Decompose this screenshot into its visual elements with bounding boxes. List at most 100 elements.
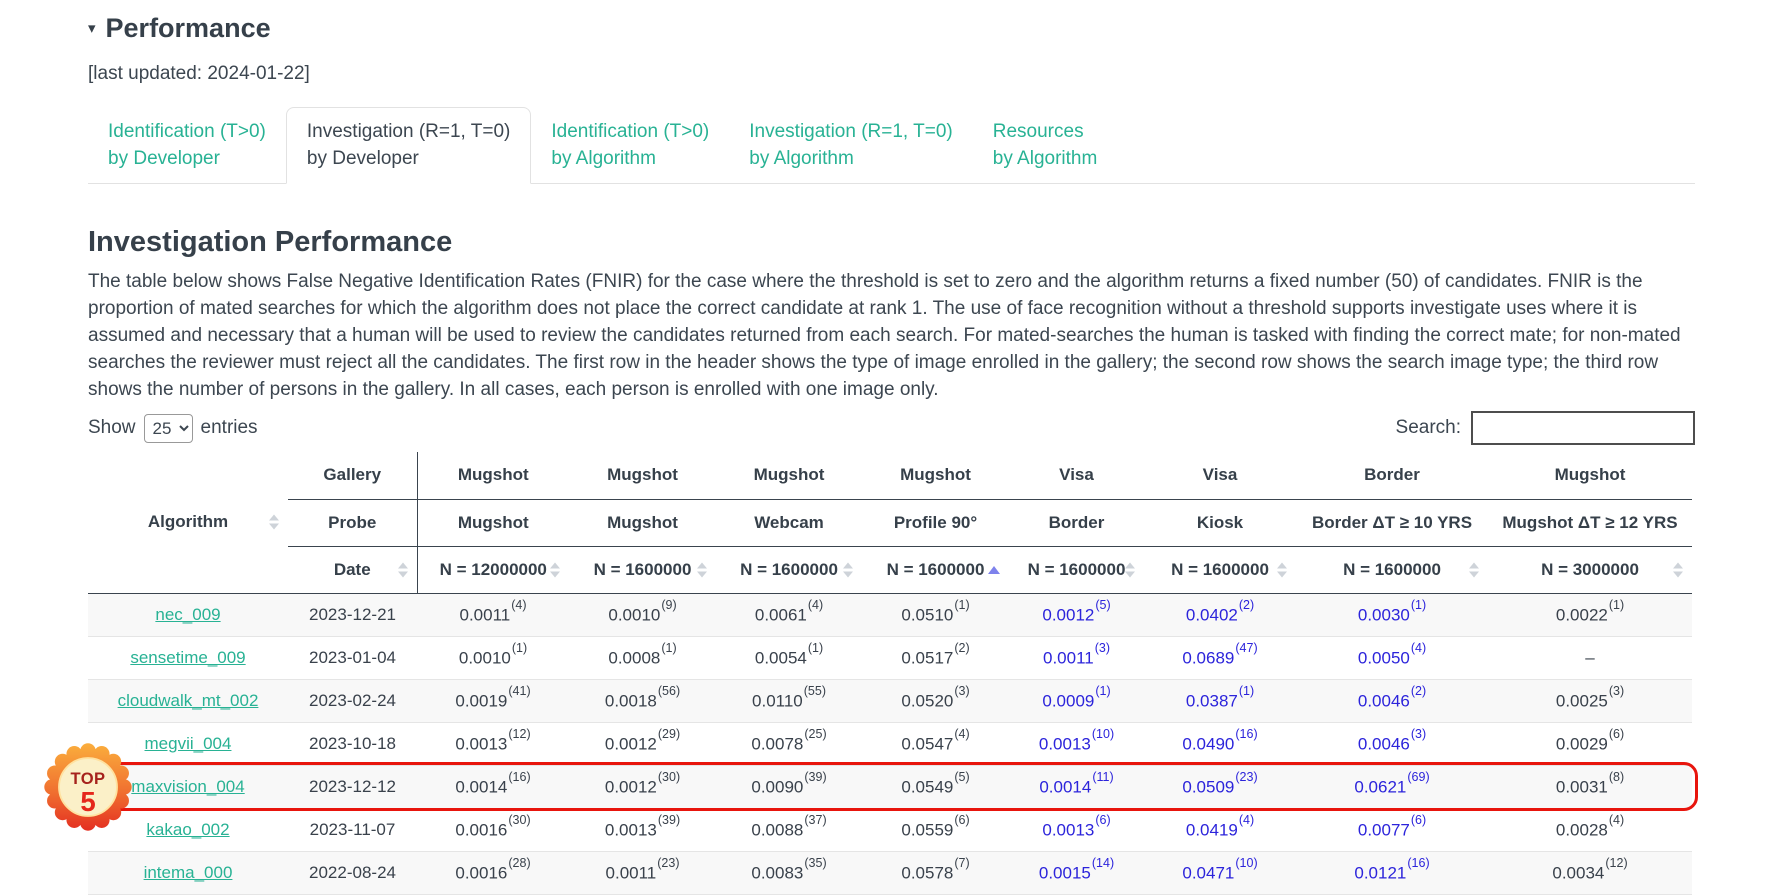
fnir-rank: (4) <box>511 598 527 613</box>
fnir-link-cell[interactable]: 0.0121(16) <box>1296 851 1488 895</box>
fnir-value: 0.0621 <box>1354 777 1407 797</box>
column-header-n-5[interactable]: N = 1600000 <box>1144 546 1296 594</box>
fnir-cell: 0.0016(30) <box>417 808 569 852</box>
algorithm-link[interactable]: kakao_002 <box>146 819 230 839</box>
fnir-link-cell[interactable]: 0.0046(3) <box>1296 722 1488 766</box>
fnir-link-cell[interactable]: 0.0015(14) <box>1009 851 1144 895</box>
fnir-cell: 0.0022(1) <box>1488 593 1692 637</box>
fnir-link-cell[interactable]: 0.0030(1) <box>1296 593 1488 637</box>
collapse-caret-icon[interactable]: ▾ <box>88 20 96 37</box>
sort-icon[interactable] <box>843 562 853 577</box>
fnir-link-cell[interactable]: 0.0509(23) <box>1144 765 1296 809</box>
fnir-link-cell[interactable]: 0.0077(6) <box>1296 808 1488 852</box>
fnir-link-cell[interactable]: 0.0689(47) <box>1144 636 1296 680</box>
fnir-rank: (56) <box>657 684 681 699</box>
tab-resources-by-algorithm[interactable]: Resources by Algorithm <box>973 108 1118 183</box>
column-header-n-0[interactable]: N = 12000000 <box>417 546 569 594</box>
sort-icon[interactable] <box>397 562 408 577</box>
algorithm-link[interactable]: cloudwalk_mt_002 <box>117 690 259 710</box>
column-header-n-2[interactable]: N = 1600000 <box>716 546 862 594</box>
fnir-rank: (1) <box>1410 598 1427 613</box>
sort-icon[interactable] <box>550 562 560 577</box>
fnir-rank: (14) <box>1091 856 1115 871</box>
date-cell: 2023-02-24 <box>288 679 417 723</box>
fnir-value: 0.0014 <box>455 777 508 797</box>
fnir-value: 0.0510 <box>901 605 954 625</box>
last-updated-text: [last updated: 2024-01-22] <box>88 63 310 84</box>
fnir-link-cell[interactable]: 0.0011(3) <box>1009 636 1144 680</box>
column-header-algorithm[interactable]: Algorithm <box>88 452 288 594</box>
algorithm-link[interactable]: megvii_004 <box>144 733 232 753</box>
column-header-n-6[interactable]: N = 1600000 <box>1296 546 1488 594</box>
fnir-link-cell[interactable]: 0.0402(2) <box>1144 593 1296 637</box>
column-header-n-3[interactable]: N = 1600000 <box>862 546 1009 594</box>
fnir-value: 0.0509 <box>1182 777 1235 797</box>
column-header-n-4[interactable]: N = 1600000 <box>1009 546 1144 594</box>
sort-icon[interactable] <box>269 514 279 530</box>
fnir-rank: (23) <box>1235 770 1258 785</box>
fnir-link-cell[interactable]: 0.0419(4) <box>1144 808 1296 852</box>
fnir-rank: (2) <box>1410 684 1427 699</box>
fnir-link-cell[interactable]: 0.0013(6) <box>1009 808 1144 852</box>
page-title: Performance <box>105 12 271 43</box>
fnir-value: 0.0019 <box>455 691 508 711</box>
sort-icon[interactable] <box>1125 562 1135 577</box>
fnir-link-cell[interactable]: 0.0621(69) <box>1296 765 1488 809</box>
fnir-cell: 0.0025(3) <box>1488 679 1692 723</box>
fnir-value: 0.0011 <box>1042 648 1094 668</box>
fnir-link-cell[interactable]: 0.0471(10) <box>1144 851 1296 895</box>
sort-ascending-icon[interactable] <box>988 565 1000 574</box>
table-section-title: Investigation Performance <box>88 226 453 258</box>
table-row: nec_009 2023-12-21 0.0011(4) 0.0010(9) 0.006… <box>88 593 1692 637</box>
column-header-probe-0: Mugshot <box>417 499 569 547</box>
fnir-value: 0.0013 <box>1038 734 1091 754</box>
badge-number-text: 5 <box>80 785 95 816</box>
fnir-cell: 0.0510(1) <box>862 593 1009 637</box>
page-size-select[interactable]: 25 <box>143 413 193 443</box>
fnir-rank: (8) <box>1608 770 1625 785</box>
sort-icon[interactable] <box>1277 562 1287 577</box>
tab-investigation-by-algorithm[interactable]: Investigation (R=1, T=0) by Algorithm <box>729 108 972 183</box>
column-header-probe-5: Kiosk <box>1144 499 1296 547</box>
fnir-value: 0.0013 <box>1042 820 1095 840</box>
algorithm-link[interactable]: sensetime_009 <box>130 647 246 667</box>
tab-identification-by-developer[interactable]: Identification (T>0) by Developer <box>88 108 286 183</box>
fnir-link-cell[interactable]: 0.0050(4) <box>1296 636 1488 680</box>
row-header-date[interactable]: Date <box>288 546 418 594</box>
algorithm-link[interactable]: nec_009 <box>155 604 221 624</box>
tab-investigation-by-developer[interactable]: Investigation (R=1, T=0) by Developer <box>285 107 532 184</box>
n-label: N = 3000000 <box>1541 559 1639 579</box>
sort-icon[interactable] <box>1673 562 1683 577</box>
algorithm-cell: nec_009 <box>88 593 288 637</box>
tab-label-line2: by Developer <box>306 148 419 169</box>
search-input[interactable] <box>1471 411 1695 445</box>
column-header-n-7[interactable]: N = 3000000 <box>1488 546 1692 594</box>
fnir-value: 0.0050 <box>1357 648 1410 668</box>
fnir-rank: (23) <box>657 856 680 871</box>
algorithm-link[interactable]: intema_000 <box>143 862 233 882</box>
column-header-n-1[interactable]: N = 1600000 <box>569 546 716 594</box>
sort-icon[interactable] <box>1469 562 1479 577</box>
fnir-value: 0.0012 <box>604 734 657 754</box>
tab-identification-by-algorithm[interactable]: Identification (T>0) by Algorithm <box>531 108 729 183</box>
algorithm-cell: intema_000 <box>88 851 288 895</box>
fnir-rank: (6) <box>1608 727 1625 742</box>
fnir-link-cell[interactable]: 0.0014(11) <box>1009 765 1144 809</box>
table-row: kakao_002 2023-11-07 0.0016(30) 0.0013(39) 0… <box>88 808 1692 852</box>
fnir-link-cell[interactable]: 0.0490(16) <box>1144 722 1296 766</box>
fnir-link-cell[interactable]: 0.0009(1) <box>1009 679 1144 723</box>
column-header-gallery-6: Border <box>1296 452 1488 500</box>
fnir-value: 0.0547 <box>901 734 954 754</box>
algorithm-link[interactable]: maxvision_004 <box>131 776 245 796</box>
fnir-rank: (69) <box>1407 770 1430 785</box>
fnir-cell: 0.0078(25) <box>716 722 862 766</box>
fnir-link-cell[interactable]: 0.0387(1) <box>1144 679 1296 723</box>
sort-icon[interactable] <box>697 562 707 577</box>
fnir-link-cell[interactable]: 0.0012(5) <box>1009 593 1144 637</box>
n-label: N = 1600000 <box>1171 559 1269 579</box>
fnir-value: 0.0520 <box>901 691 954 711</box>
fnir-link-cell[interactable]: 0.0046(2) <box>1296 679 1488 723</box>
fnir-rank: (1) <box>511 641 528 656</box>
fnir-link-cell[interactable]: 0.0013(10) <box>1009 722 1144 766</box>
fnir-rank: (41) <box>508 684 531 699</box>
